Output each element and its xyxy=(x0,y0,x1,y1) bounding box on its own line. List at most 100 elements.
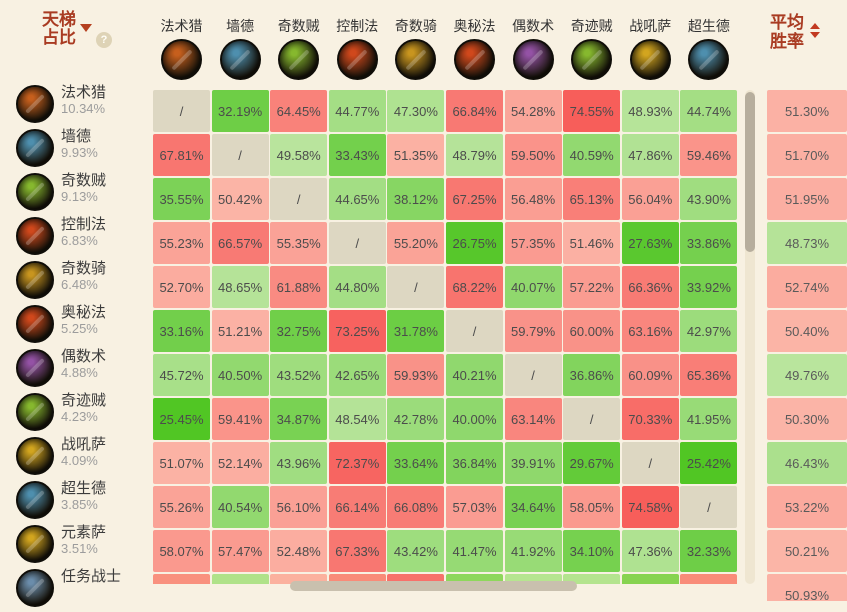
matchup-cell[interactable]: 48.79% xyxy=(446,134,503,176)
matchup-cell[interactable]: 33.16% xyxy=(153,310,210,352)
matchup-cell[interactable]: 44.65% xyxy=(328,178,386,220)
matchup-cell[interactable]: 47.86% xyxy=(621,134,679,176)
average-winrate-header[interactable]: 平均 胜率 xyxy=(770,13,804,51)
matchup-cell[interactable]: 57.03% xyxy=(446,486,503,528)
matchup-cell[interactable]: 60.09% xyxy=(621,354,679,396)
matchup-cell[interactable]: 57.47% xyxy=(211,530,269,572)
matchup-cell[interactable]: 66.08% xyxy=(387,486,445,528)
matchup-cell[interactable]: 44.77% xyxy=(328,90,386,132)
matchup-cell[interactable]: 59.41% xyxy=(211,398,269,440)
matchup-cell[interactable]: 59.50% xyxy=(504,134,562,176)
matchup-cell[interactable] xyxy=(328,574,386,584)
deck-list-item[interactable]: 任务战士 xyxy=(16,568,154,612)
matchup-cell[interactable]: 36.84% xyxy=(446,442,503,484)
matchup-cell[interactable]: 35.55% xyxy=(153,178,210,220)
matchup-cell[interactable]: / xyxy=(387,266,445,308)
horizontal-scrollbar-thumb[interactable] xyxy=(290,581,577,591)
matchup-cell[interactable]: 27.63% xyxy=(621,222,679,264)
column-header-7[interactable]: 偶数术 xyxy=(505,16,562,80)
matchup-cell[interactable]: 40.50% xyxy=(211,354,269,396)
matchup-cell[interactable]: 54.28% xyxy=(504,90,562,132)
matchup-cell[interactable]: 58.07% xyxy=(153,530,210,572)
matchup-cell[interactable]: 73.25% xyxy=(328,310,386,352)
matchup-cell[interactable]: 25.42% xyxy=(680,442,737,484)
deck-list-item[interactable]: 战吼萨 4.09% xyxy=(16,436,154,480)
matchup-cell[interactable]: / xyxy=(328,222,386,264)
deck-list-item[interactable]: 偶数术 4.88% xyxy=(16,348,154,392)
matchup-cell[interactable]: 66.14% xyxy=(328,486,386,528)
average-winrate-cell[interactable]: 48.73% xyxy=(767,222,847,264)
matchup-cell[interactable] xyxy=(680,574,737,584)
matchup-cell[interactable]: 65.13% xyxy=(563,178,621,220)
matchup-cell[interactable]: 48.93% xyxy=(621,90,679,132)
matchup-cell[interactable]: 40.54% xyxy=(211,486,269,528)
matchup-cell[interactable]: / xyxy=(153,90,210,132)
matchup-cell[interactable]: 52.70% xyxy=(153,266,210,308)
matchup-cell[interactable]: 70.33% xyxy=(621,398,679,440)
deck-list-item[interactable]: 控制法 6.83% xyxy=(16,216,154,260)
matchup-cell[interactable]: / xyxy=(621,442,679,484)
average-winrate-cell[interactable]: 51.30% xyxy=(767,90,847,132)
matchup-cell[interactable]: 66.36% xyxy=(621,266,679,308)
average-winrate-cell[interactable]: 50.30% xyxy=(767,398,847,440)
matchup-cell[interactable] xyxy=(563,574,621,584)
column-header-2[interactable]: 墙德 xyxy=(212,16,269,80)
matchup-cell[interactable] xyxy=(387,574,445,584)
matchup-cell[interactable]: 42.78% xyxy=(387,398,445,440)
matchup-cell[interactable]: 51.46% xyxy=(563,222,621,264)
deck-list-item[interactable]: 奇迹贼 4.23% xyxy=(16,392,154,436)
vertical-scrollbar-thumb[interactable] xyxy=(745,92,755,252)
average-winrate-cell[interactable]: 49.76% xyxy=(767,354,847,396)
deck-list-item[interactable]: 法术猎 10.34% xyxy=(16,84,154,128)
column-header-1[interactable]: 法术猎 xyxy=(153,16,210,80)
help-icon[interactable]: ? xyxy=(96,32,112,48)
matchup-cell[interactable]: 42.65% xyxy=(328,354,386,396)
column-header-5[interactable]: 奇数骑 xyxy=(387,16,444,80)
matchup-cell[interactable]: 36.86% xyxy=(563,354,621,396)
matchup-cell[interactable]: 50.42% xyxy=(211,178,269,220)
average-winrate-cell[interactable]: 51.95% xyxy=(767,178,847,220)
matchup-cell[interactable]: 34.87% xyxy=(270,398,328,440)
matchup-cell[interactable] xyxy=(153,574,210,584)
matchup-cell[interactable]: / xyxy=(563,398,621,440)
matchup-cell[interactable]: 55.20% xyxy=(387,222,445,264)
matchup-cell[interactable]: / xyxy=(270,178,328,220)
vertical-scrollbar[interactable] xyxy=(745,90,755,584)
deck-list-item[interactable]: 奥秘法 5.25% xyxy=(16,304,154,348)
matchup-cell[interactable] xyxy=(621,574,679,584)
average-winrate-cell[interactable]: 50.21% xyxy=(767,530,847,572)
column-header-6[interactable]: 奥秘法 xyxy=(446,16,503,80)
average-winrate-cell[interactable]: 51.70% xyxy=(767,134,847,176)
matchup-cell[interactable]: 67.81% xyxy=(153,134,210,176)
matchup-cell[interactable]: 63.14% xyxy=(504,398,562,440)
matchup-cell[interactable]: / xyxy=(504,354,562,396)
average-winrate-cell[interactable]: 46.43% xyxy=(767,442,847,484)
matchup-cell[interactable]: 40.00% xyxy=(446,398,503,440)
matchup-cell[interactable]: 49.58% xyxy=(270,134,328,176)
matchup-cell[interactable]: 47.36% xyxy=(621,530,679,572)
matchup-cell[interactable]: 41.47% xyxy=(446,530,503,572)
matchup-cell[interactable]: 43.90% xyxy=(680,178,737,220)
matchup-cell[interactable]: 41.95% xyxy=(680,398,737,440)
deck-list-item[interactable]: 奇数贼 9.13% xyxy=(16,172,154,216)
matchup-cell[interactable]: 59.79% xyxy=(504,310,562,352)
ladder-share-title[interactable]: 天梯 占比 xyxy=(42,11,76,47)
matchup-cell[interactable]: 51.35% xyxy=(387,134,445,176)
matchup-cell[interactable]: 51.21% xyxy=(211,310,269,352)
matchup-cell[interactable]: 39.91% xyxy=(504,442,562,484)
column-header-10[interactable]: 超生德 xyxy=(680,16,737,80)
matchup-cell[interactable]: 66.84% xyxy=(446,90,503,132)
matchup-cell[interactable]: 42.97% xyxy=(680,310,737,352)
matchup-cell[interactable]: 48.65% xyxy=(211,266,269,308)
matchup-cell[interactable]: 57.22% xyxy=(563,266,621,308)
matchup-cell[interactable]: 56.48% xyxy=(504,178,562,220)
matchup-cell[interactable]: 66.57% xyxy=(211,222,269,264)
matchup-cell[interactable]: 74.58% xyxy=(621,486,679,528)
matchup-cell[interactable]: 43.96% xyxy=(270,442,328,484)
matchup-cell[interactable]: / xyxy=(446,310,503,352)
matchup-cell[interactable]: 64.45% xyxy=(270,90,328,132)
matchup-cell[interactable]: 32.33% xyxy=(680,530,737,572)
matchup-cell[interactable]: 68.22% xyxy=(446,266,503,308)
matchup-cell[interactable]: 56.04% xyxy=(621,178,679,220)
matchup-cell[interactable]: 67.33% xyxy=(328,530,386,572)
